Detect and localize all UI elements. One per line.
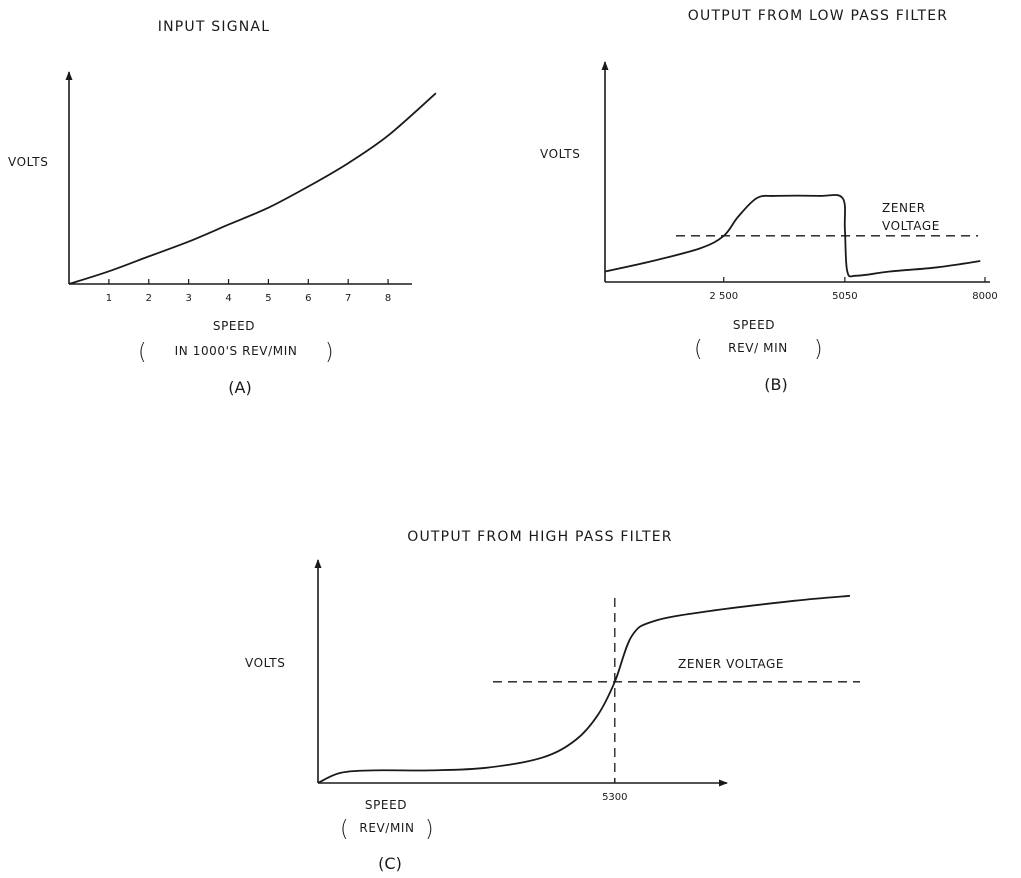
panel-c-high-pass-output: OUTPUT FROM HIGH PASS FILTER VOLTS ZENER… xyxy=(245,529,860,873)
panel-b-zener-label-line1: ZENER xyxy=(882,201,926,215)
x-tick-label: 8000 xyxy=(972,291,997,302)
panel-a-panel-label: (A) xyxy=(228,378,251,397)
x-tick-label: 5 xyxy=(265,293,271,304)
panel-a-y-label: VOLTS xyxy=(8,155,48,169)
panel-a-input-signal: INPUT SIGNAL VOLTS 1 2 3 4 5 6 7 8 SPEED ( IN 1… xyxy=(8,19,437,397)
panel-b-x-label-sub: REV/ MIN xyxy=(728,341,788,355)
panel-b-x-sub-open-paren: ( xyxy=(694,337,703,362)
x-tick-label: 6 xyxy=(305,293,311,304)
panel-a-x-sub-close-paren: ) xyxy=(325,340,334,365)
panel-c-x-sub-open-paren: ( xyxy=(340,817,349,842)
panel-b-low-pass-output: OUTPUT FROM LOW PASS FILTER VOLTS ZENER … xyxy=(540,8,998,394)
panel-c-y-label: VOLTS xyxy=(245,656,285,670)
x-tick-label: 5300 xyxy=(602,792,627,803)
panel-a-series-line xyxy=(68,92,437,285)
panel-b-y-label: VOLTS xyxy=(540,147,580,161)
panel-c-series-line xyxy=(317,594,851,784)
x-tick-label: 2 500 xyxy=(709,291,738,302)
panel-c-zener-label: ZENER VOLTAGE xyxy=(678,657,784,671)
panel-b-x-sub-close-paren: ) xyxy=(814,337,823,362)
panel-a-x-sub-open-paren: ( xyxy=(138,340,147,365)
panel-c-title: OUTPUT FROM HIGH PASS FILTER xyxy=(407,529,672,545)
panel-b-panel-label: (B) xyxy=(764,375,787,394)
x-tick-label: 5050 xyxy=(832,291,857,302)
panel-a-x-label-sub: IN 1000'S REV/MIN xyxy=(175,344,298,358)
x-tick-label: 7 xyxy=(345,293,351,304)
panel-b-title: OUTPUT FROM LOW PASS FILTER xyxy=(688,8,948,24)
x-tick-label: 1 xyxy=(106,293,112,304)
panel-c-panel-label: (C) xyxy=(378,854,402,873)
x-tick-label: 2 xyxy=(146,293,152,304)
panel-b-series-line xyxy=(604,194,981,278)
panel-c-x-label: SPEED xyxy=(365,798,407,812)
x-tick-label: 4 xyxy=(225,293,231,304)
panel-b-x-label: SPEED xyxy=(733,318,775,332)
panel-a-title: INPUT SIGNAL xyxy=(158,19,270,35)
panel-a-x-label: SPEED xyxy=(213,319,255,333)
x-tick-label: 8 xyxy=(385,293,391,304)
panel-c-x-sub-close-paren: ) xyxy=(425,817,434,842)
panel-a-x-ticks: 1 2 3 4 5 6 7 8 xyxy=(106,279,391,304)
panel-c-x-ticks: 5300 xyxy=(602,778,628,803)
panel-b-zener-label-line2: VOLTAGE xyxy=(882,219,940,233)
x-tick-label: 3 xyxy=(185,293,191,304)
panel-c-x-label-sub: REV/MIN xyxy=(359,821,414,835)
panel-b-x-ticks: 2 500 5050 8000 xyxy=(709,277,998,302)
